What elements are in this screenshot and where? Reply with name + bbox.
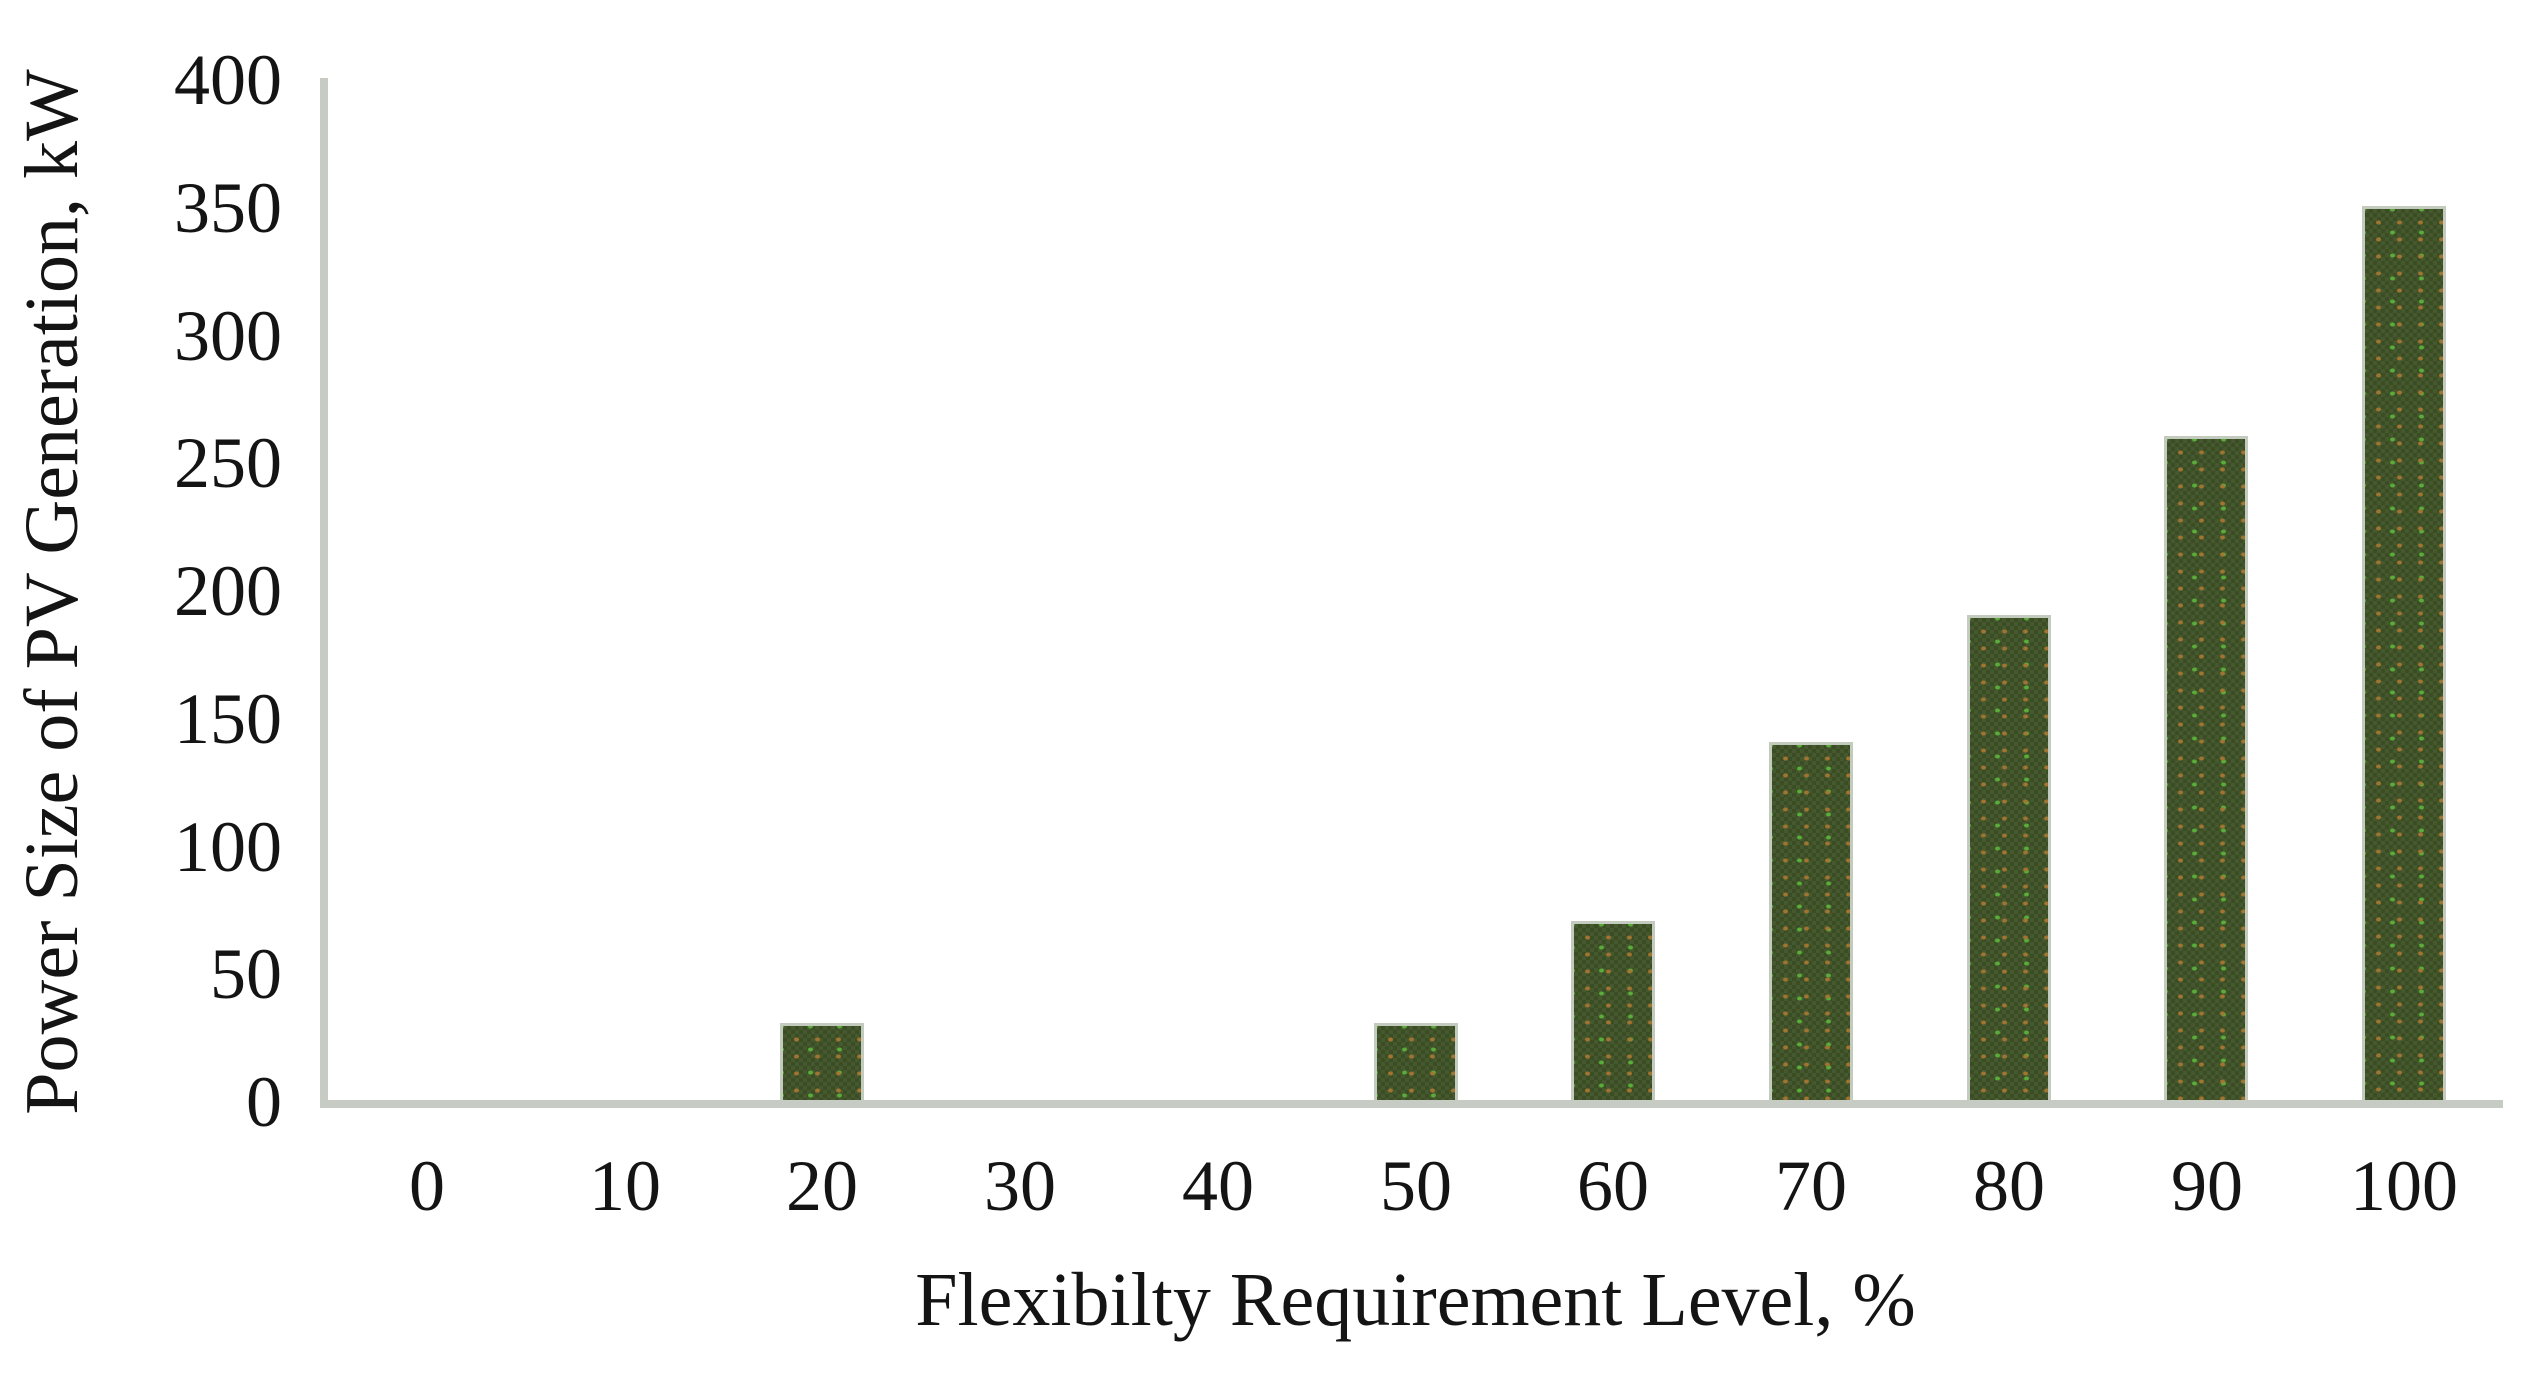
bar-70 (1768, 742, 1853, 1100)
x-tick-label-50: 50 (1380, 1146, 1452, 1226)
y-tick-label-400: 400 (174, 40, 282, 120)
x-tick-label-30: 30 (984, 1146, 1056, 1226)
x-axis-title: Flexibilty Requirement Level, % (915, 1258, 1916, 1342)
x-tick-label-10: 10 (589, 1146, 661, 1226)
bar-80 (1966, 615, 2051, 1100)
bar-60 (1571, 921, 1656, 1100)
bar-90 (2164, 436, 2249, 1100)
bar-20 (780, 1023, 865, 1100)
x-tick-label-40: 40 (1182, 1146, 1254, 1226)
x-tick-label-20: 20 (786, 1146, 858, 1226)
x-tick-label-100: 100 (2350, 1146, 2458, 1226)
y-tick-label-350: 350 (174, 168, 282, 248)
y-tick-label-250: 250 (174, 423, 282, 503)
bar-100 (2362, 206, 2447, 1100)
y-tick-label-0: 0 (246, 1062, 282, 1142)
x-tick-label-0: 0 (409, 1146, 445, 1226)
x-tick-label-60: 60 (1577, 1146, 1649, 1226)
x-tick-label-90: 90 (2171, 1146, 2243, 1226)
x-tick-label-80: 80 (1973, 1146, 2045, 1226)
y-tick-label-50: 50 (210, 934, 282, 1014)
x-tick-label-70: 70 (1775, 1146, 1847, 1226)
y-tick-label-300: 300 (174, 296, 282, 376)
y-tick-label-100: 100 (174, 807, 282, 887)
y-tick-label-200: 200 (174, 551, 282, 631)
plot-area (320, 78, 2503, 1108)
bar-50 (1373, 1023, 1458, 1100)
y-tick-label-150: 150 (174, 679, 282, 759)
